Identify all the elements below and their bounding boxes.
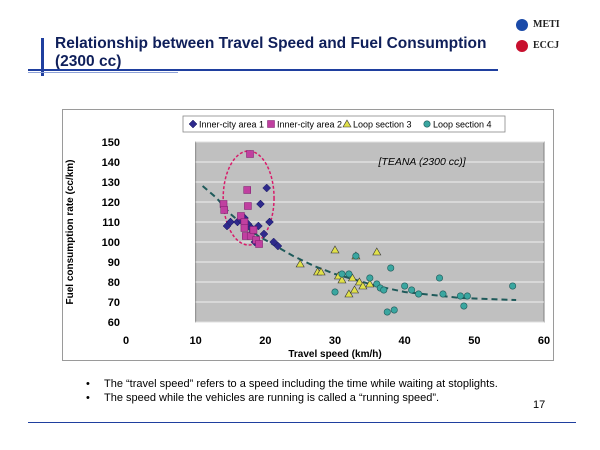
y-tick-label: 140 xyxy=(102,157,120,169)
title-underline xyxy=(28,69,498,71)
data-point-series-2 xyxy=(246,150,254,158)
data-point-series-4 xyxy=(390,306,398,314)
eccj-logo-icon xyxy=(516,39,528,52)
bullet-list: The “travel speed” refers to a speed inc… xyxy=(82,378,512,406)
eccj-logo: ECCJ xyxy=(516,38,586,53)
data-point-series-2 xyxy=(244,202,252,210)
data-point-series-2 xyxy=(243,186,251,194)
y-tick-label: 70 xyxy=(108,297,120,309)
data-point-series-2 xyxy=(255,240,263,248)
data-point-series-2 xyxy=(240,224,249,232)
title-underline-secondary xyxy=(28,72,178,73)
data-point-series-4 xyxy=(380,286,388,294)
y-tick-label: 150 xyxy=(102,137,120,149)
meti-logo-icon xyxy=(516,18,528,31)
y-tick-label: 130 xyxy=(102,177,120,189)
x-tick-label: 0 xyxy=(123,335,129,347)
legend-marker xyxy=(342,119,352,128)
data-point-series-4 xyxy=(331,288,339,296)
data-point-series-1 xyxy=(262,183,272,193)
data-point-series-1 xyxy=(259,229,269,239)
data-point-series-3 xyxy=(337,275,347,284)
data-point-series-4 xyxy=(435,274,443,282)
legend-marker xyxy=(423,120,431,128)
slide-title: Relationship between Travel Speed and Fu… xyxy=(55,35,487,70)
y-tick-label: 60 xyxy=(108,317,120,329)
eccj-logo-text: ECCJ xyxy=(533,40,560,51)
x-tick-label: 60 xyxy=(538,335,550,347)
y-tick-label: 120 xyxy=(102,197,120,209)
data-point-series-2 xyxy=(220,206,228,214)
data-point-series-3 xyxy=(344,289,354,298)
data-point-series-4 xyxy=(460,302,468,310)
data-point-series-1 xyxy=(265,217,274,227)
data-point-series-4 xyxy=(456,292,464,300)
x-axis-label: Travel speed (km/h) xyxy=(288,349,381,360)
logo-block: METI ECCJ xyxy=(516,17,586,59)
trend-line xyxy=(201,185,517,301)
data-point-series-3 xyxy=(330,245,340,254)
legend-marker xyxy=(188,119,198,129)
y-tick-label: 80 xyxy=(108,277,120,289)
data-point-series-4 xyxy=(352,252,360,260)
data-point-series-4 xyxy=(387,264,395,272)
title-accent-bar xyxy=(41,38,44,76)
data-point-series-4 xyxy=(338,270,346,278)
page-number: 17 xyxy=(533,399,546,411)
legend-label: Inner-city area 2 xyxy=(277,120,342,130)
scatter-chart: 60 70 80 90 100 110 120 130 140 150 0 10 20 30 40 50 60 T… xyxy=(65,115,550,360)
plot-background xyxy=(195,141,545,323)
x-tick-label: 10 xyxy=(190,335,202,347)
data-point-series-4 xyxy=(366,274,374,282)
legend-label: Loop section 4 xyxy=(433,120,492,130)
data-point-series-4 xyxy=(439,290,447,298)
data-point-series-1 xyxy=(226,217,235,227)
legend-label: Inner-city area 1 xyxy=(199,120,264,130)
data-point-series-4 xyxy=(383,308,391,316)
data-point-series-3 xyxy=(365,279,375,288)
meti-logo: METI xyxy=(516,17,586,32)
data-point-series-1 xyxy=(256,199,265,209)
x-tick-label: 40 xyxy=(399,335,411,347)
data-point-series-4 xyxy=(463,292,471,300)
data-point-series-3 xyxy=(347,273,357,282)
meti-logo-text: METI xyxy=(533,19,560,30)
x-tick-label: 50 xyxy=(468,335,480,347)
bullet-item: The “travel speed” refers to a speed inc… xyxy=(82,378,512,391)
chart-frame: 60 70 80 90 100 110 120 130 140 150 0 10 20 30 40 50 60 T… xyxy=(62,109,554,361)
footer-rule xyxy=(28,422,576,423)
y-tick-label: 90 xyxy=(108,257,120,269)
data-point-series-1 xyxy=(273,241,283,251)
legend-label: Loop section 3 xyxy=(353,120,412,130)
chart-annotation: [TEANA (2300 cc)] xyxy=(378,156,467,168)
data-point-series-4 xyxy=(509,282,517,290)
x-tick-label: 20 xyxy=(259,335,271,347)
legend-marker xyxy=(267,120,275,128)
data-point-series-4 xyxy=(415,290,423,298)
data-point-series-3 xyxy=(316,267,326,276)
y-tick-label: 110 xyxy=(102,217,120,229)
data-point-series-3 xyxy=(354,277,364,286)
data-point-series-3 xyxy=(372,247,382,256)
legend-box xyxy=(182,115,506,133)
data-point-series-4 xyxy=(401,282,409,290)
data-point-series-4 xyxy=(345,270,353,278)
data-point-series-3 xyxy=(295,259,305,268)
y-tick-label: 100 xyxy=(102,237,120,249)
y-axis-label: Fuel consumption rate (cc/km) xyxy=(65,159,76,304)
highlight-ellipse xyxy=(222,150,275,246)
data-point-series-2 xyxy=(249,226,258,234)
data-point-series-4 xyxy=(408,286,416,294)
data-point-series-3 xyxy=(349,285,360,294)
bullet-item: The speed while the vehicles are running… xyxy=(82,392,512,405)
data-point-series-3 xyxy=(358,281,368,290)
x-tick-label: 30 xyxy=(329,335,341,347)
